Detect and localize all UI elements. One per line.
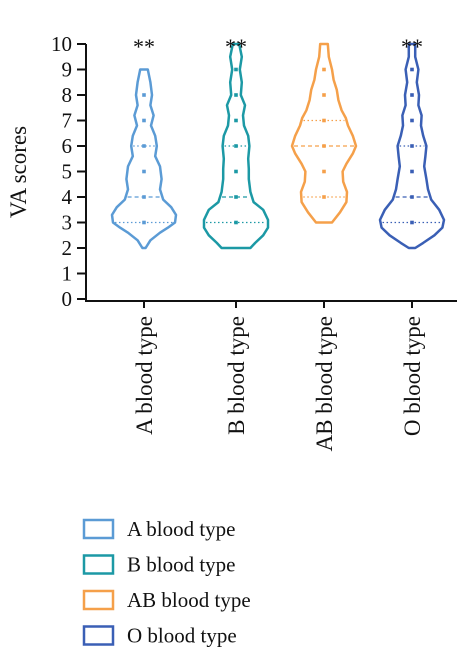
data-point bbox=[142, 144, 146, 148]
data-point bbox=[410, 67, 414, 72]
data-point bbox=[322, 118, 326, 123]
significance-label: ** bbox=[401, 34, 423, 59]
data-point bbox=[322, 93, 326, 97]
y-tick-label: 0 bbox=[62, 287, 73, 311]
violin-outline bbox=[110, 68, 178, 250]
data-point bbox=[410, 93, 414, 97]
y-tick-label: 10 bbox=[51, 32, 72, 56]
violin-3 bbox=[290, 42, 358, 224]
x-category-label: O blood type bbox=[400, 316, 425, 436]
legend-swatch bbox=[82, 518, 115, 540]
y-tick-label: 5 bbox=[62, 160, 73, 184]
data-point bbox=[234, 93, 238, 97]
data-point bbox=[234, 169, 238, 174]
data-point bbox=[410, 118, 414, 123]
data-point bbox=[410, 220, 414, 225]
violin-outline bbox=[290, 42, 358, 224]
data-point bbox=[234, 67, 238, 72]
data-point bbox=[142, 93, 146, 97]
data-point bbox=[410, 144, 414, 148]
data-point bbox=[322, 144, 326, 148]
data-point bbox=[322, 169, 326, 174]
x-category-label: A blood type bbox=[132, 316, 157, 435]
data-point bbox=[322, 195, 326, 199]
data-point bbox=[234, 195, 238, 199]
data-point bbox=[234, 118, 238, 123]
y-tick-label: 4 bbox=[62, 185, 73, 209]
y-tick-label: 7 bbox=[62, 109, 73, 133]
data-point bbox=[234, 220, 238, 225]
x-category-label: AB blood type bbox=[312, 316, 337, 451]
x-category-label: B blood type bbox=[224, 316, 249, 435]
data-point bbox=[410, 195, 414, 199]
significance-label: ** bbox=[225, 34, 247, 59]
legend-swatch bbox=[82, 589, 115, 611]
legend-label: B blood type bbox=[127, 553, 236, 577]
legend-swatch bbox=[82, 554, 115, 575]
y-tick-label: 1 bbox=[62, 262, 73, 286]
legend-label: A blood type bbox=[127, 517, 236, 541]
violin-1 bbox=[110, 68, 178, 250]
plot-area: ** A blood type ** B blood type AB blood typ… bbox=[110, 34, 446, 451]
y-tick-label: 6 bbox=[62, 134, 73, 158]
data-point bbox=[142, 118, 146, 123]
violin-outline bbox=[378, 42, 446, 250]
y-tick-label: 3 bbox=[62, 211, 73, 235]
data-point bbox=[234, 144, 238, 148]
data-point bbox=[142, 169, 146, 174]
data-point bbox=[142, 195, 146, 199]
legend-label: AB blood type bbox=[127, 588, 251, 612]
violin-outline bbox=[202, 42, 270, 250]
violin-4 bbox=[378, 42, 446, 250]
data-point bbox=[410, 169, 414, 174]
y-tick-label: 9 bbox=[62, 58, 73, 82]
legend-label: O blood type bbox=[127, 624, 237, 648]
y-axis-title: VA scores bbox=[6, 126, 31, 218]
legend: A blood type B blood type AB blood type O b… bbox=[82, 517, 251, 648]
y-tick-label: 2 bbox=[62, 236, 73, 260]
data-point bbox=[322, 67, 326, 72]
violin-2 bbox=[202, 42, 270, 250]
y-tick-label: 8 bbox=[62, 83, 73, 107]
data-point bbox=[142, 220, 146, 225]
significance-label: ** bbox=[133, 34, 155, 59]
legend-swatch bbox=[82, 625, 115, 646]
